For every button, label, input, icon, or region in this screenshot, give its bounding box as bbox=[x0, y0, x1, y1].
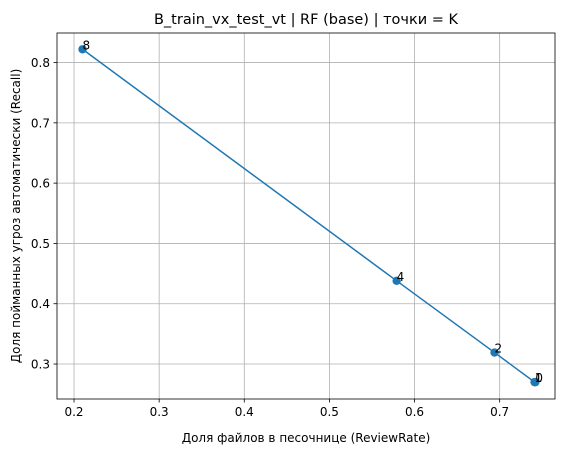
series-group: 8 4 2 10 bbox=[78, 38, 543, 387]
x-tick-label: 0.5 bbox=[320, 405, 339, 419]
y-tick-label: 0.8 bbox=[31, 56, 50, 70]
x-tick-label: 0.2 bbox=[64, 405, 83, 419]
y-axis-title: Доля пойманных угроз автоматически (Reca… bbox=[9, 69, 23, 364]
x-tick-label: 0.7 bbox=[490, 405, 509, 419]
y-tick-label: 0.6 bbox=[31, 177, 50, 191]
data-point-label: 1 bbox=[535, 371, 543, 385]
chart-title: B_train_vx_test_vt | RF (base) | точки =… bbox=[154, 12, 459, 28]
data-point-label: 8 bbox=[83, 38, 91, 52]
data-point-label: 2 bbox=[495, 342, 503, 356]
y-axis-ticks: 0.3 0.4 0.5 0.6 0.7 0.8 bbox=[31, 56, 57, 372]
y-tick-label: 0.4 bbox=[31, 297, 50, 311]
y-tick-label: 0.5 bbox=[31, 237, 50, 251]
plot-frame bbox=[56, 32, 556, 400]
grid bbox=[57, 33, 555, 399]
data-point-label: 0 bbox=[535, 371, 543, 385]
x-tick-label: 0.6 bbox=[405, 405, 424, 419]
x-tick-label: 0.3 bbox=[150, 405, 169, 419]
x-axis-ticks: 0.2 0.3 0.4 0.5 0.6 0.7 bbox=[64, 399, 509, 419]
data-point bbox=[490, 348, 499, 357]
x-axis-title: Доля файлов в песочнице (ReviewRate) bbox=[182, 431, 431, 445]
y-tick-label: 0.3 bbox=[31, 358, 50, 372]
plot-area bbox=[57, 33, 555, 399]
data-point-label: 4 bbox=[397, 270, 405, 284]
data-point bbox=[531, 377, 540, 387]
x-tick-label: 0.4 bbox=[235, 405, 254, 419]
data-point bbox=[392, 276, 401, 286]
data-point bbox=[78, 45, 87, 54]
y-tick-label: 0.7 bbox=[31, 116, 50, 130]
